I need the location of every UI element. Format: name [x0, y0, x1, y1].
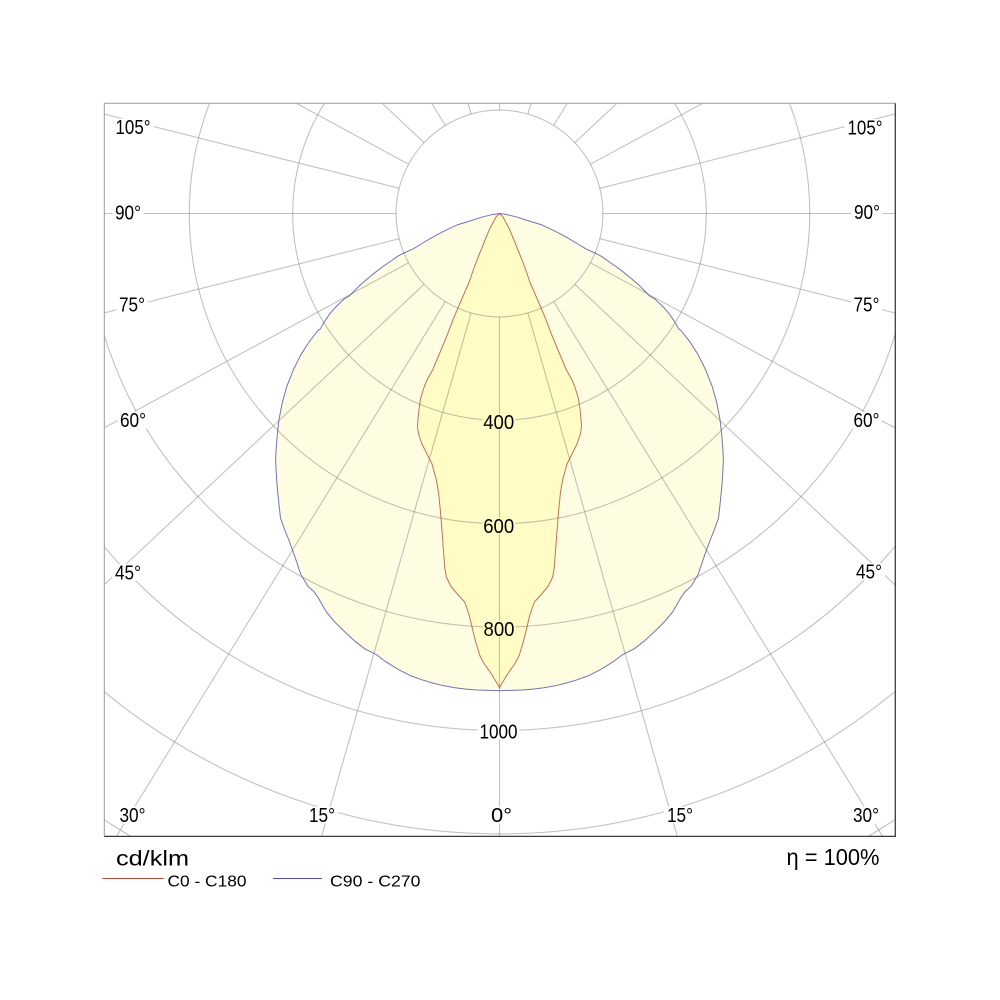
svg-text:η = 100%: η = 100% — [787, 844, 880, 870]
svg-text:15°: 15° — [667, 805, 693, 827]
svg-text:90°: 90° — [854, 202, 880, 224]
svg-text:C90 - C270: C90 - C270 — [330, 874, 421, 891]
svg-text:400: 400 — [483, 412, 514, 434]
svg-text:105°: 105° — [848, 118, 883, 140]
svg-text:800: 800 — [484, 619, 515, 641]
svg-text:90°: 90° — [115, 203, 141, 225]
svg-text:1000: 1000 — [480, 722, 518, 744]
svg-text:45°: 45° — [115, 563, 141, 585]
svg-text:60°: 60° — [120, 410, 146, 432]
svg-text:C0 - C180: C0 - C180 — [168, 874, 247, 891]
svg-text:45°: 45° — [856, 562, 882, 584]
svg-text:30°: 30° — [853, 805, 879, 827]
svg-text:75°: 75° — [119, 295, 145, 317]
svg-text:60°: 60° — [854, 410, 880, 432]
svg-text:75°: 75° — [854, 295, 880, 317]
svg-text:15°: 15° — [309, 805, 335, 827]
svg-text:600: 600 — [483, 516, 514, 538]
svg-text:105°: 105° — [116, 117, 151, 139]
svg-text:30°: 30° — [120, 805, 146, 827]
svg-text:0°: 0° — [491, 805, 512, 827]
svg-text:cd/klm: cd/klm — [116, 847, 189, 870]
